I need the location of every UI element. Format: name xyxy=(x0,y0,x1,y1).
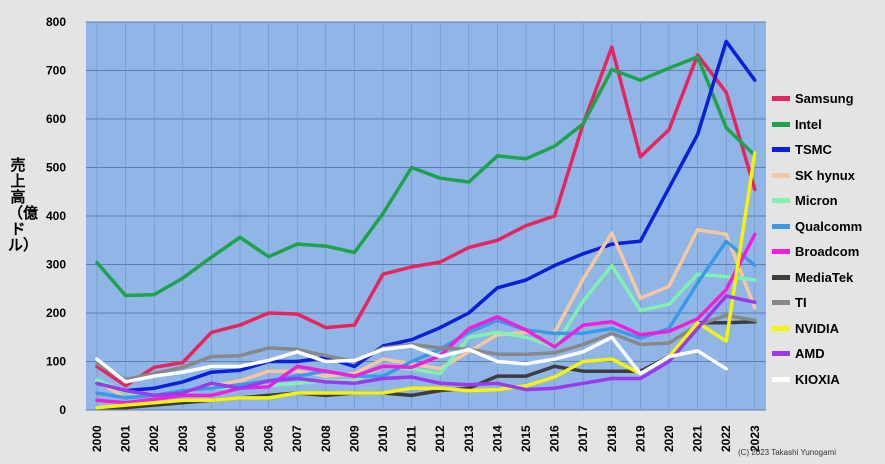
x-tick-label: 2009 xyxy=(347,425,361,452)
legend-label: NVIDIA xyxy=(795,320,840,336)
legend-swatch xyxy=(772,274,790,280)
legend-swatch xyxy=(772,96,790,102)
y-tick-label: 800 xyxy=(46,15,66,29)
legend-label: KIOXIA xyxy=(795,371,840,387)
legend-swatch xyxy=(772,351,790,357)
x-tick-label: 2017 xyxy=(576,425,590,452)
series-line-ti xyxy=(95,313,757,382)
legend-swatch xyxy=(772,172,790,178)
x-tick-label: 2014 xyxy=(490,425,504,452)
credit-text: (C) 2023 Takashi Yunogami xyxy=(738,448,836,457)
x-tick-label: 2018 xyxy=(605,425,619,452)
x-tick-label: 2022 xyxy=(719,425,733,452)
legend-item: SK hynux xyxy=(772,163,862,189)
x-tick-label: 2000 xyxy=(90,425,104,452)
legend: Samsung Intel TSMC SK hynux Micron Qualcomm Br… xyxy=(772,86,862,392)
x-tick-label: 2006 xyxy=(262,425,276,452)
x-tick-label: 2012 xyxy=(433,425,447,452)
x-tick-label: 2008 xyxy=(319,425,333,452)
legend-label: Intel xyxy=(795,116,822,132)
legend-item: MediaTek xyxy=(772,265,862,291)
series-line-amd xyxy=(95,294,757,398)
legend-item: Qualcomm xyxy=(772,214,862,240)
x-tick-label: 2007 xyxy=(290,425,304,452)
legend-swatch xyxy=(772,249,790,255)
y-tick-label: 300 xyxy=(46,258,66,272)
y-tick-label: 0 xyxy=(59,403,66,417)
x-tick-label: 2015 xyxy=(519,425,533,452)
x-tick-label: 2016 xyxy=(548,425,562,452)
legend-swatch xyxy=(772,147,790,153)
legend-label: Qualcomm xyxy=(795,218,863,234)
series-lines xyxy=(95,39,757,410)
series-line-qualcomm xyxy=(95,239,757,400)
y-tick-label: 700 xyxy=(46,64,66,78)
legend-swatch xyxy=(772,300,790,306)
legend-label: SK hynux xyxy=(795,167,855,183)
legend-label: Samsung xyxy=(795,91,854,107)
legend-label: MediaTek xyxy=(795,269,854,285)
series-line-broadcom xyxy=(95,232,757,405)
legend-item: Broadcom xyxy=(772,239,862,265)
legend-item: Samsung xyxy=(772,86,862,112)
x-tick-label: 2019 xyxy=(633,425,647,452)
legend-label: Broadcom xyxy=(795,244,860,260)
x-tick-label: 2013 xyxy=(462,425,476,452)
legend-label: Micron xyxy=(795,193,838,209)
x-tick-label: 2021 xyxy=(691,425,705,452)
x-tick-label: 2020 xyxy=(662,425,676,452)
y-axis-label: 売上高（億ドル） xyxy=(8,157,39,254)
series-line-kioxia xyxy=(95,335,728,384)
x-tick-label: 2002 xyxy=(147,425,161,452)
x-tick-label: 2023 xyxy=(748,425,762,452)
series-line-intel xyxy=(95,55,757,298)
legend-item: TSMC xyxy=(772,137,862,163)
legend-item: Intel xyxy=(772,112,862,138)
y-tick-label: 600 xyxy=(46,112,66,126)
legend-swatch xyxy=(772,376,790,382)
x-tick-label: 2004 xyxy=(204,425,218,452)
x-tick-label: 2011 xyxy=(405,426,419,452)
series-line-samsung xyxy=(95,45,757,388)
legend-swatch xyxy=(772,198,790,204)
legend-item: NVIDIA xyxy=(772,316,862,342)
series-line-tsmc xyxy=(95,39,757,393)
legend-item: AMD xyxy=(772,341,862,367)
x-tick-label: 2001 xyxy=(119,425,133,452)
y-tick-label: 200 xyxy=(46,306,66,320)
x-tick-label: 2003 xyxy=(176,425,190,452)
legend-swatch xyxy=(772,223,790,229)
legend-item: Micron xyxy=(772,188,862,214)
legend-item: KIOXIA xyxy=(772,367,862,393)
legend-label: TSMC xyxy=(795,142,832,158)
legend-label: AMD xyxy=(795,346,825,362)
y-tick-label: 500 xyxy=(46,161,66,175)
y-tick-labels: 0 100 200 300 400 500 600 700 800 xyxy=(46,15,66,417)
legend-item: TI xyxy=(772,290,862,316)
y-tick-label: 100 xyxy=(46,355,66,369)
x-tick-label: 2010 xyxy=(376,425,390,452)
x-tick-label: 2005 xyxy=(233,425,247,452)
y-tick-label: 400 xyxy=(46,209,66,223)
legend-label: TI xyxy=(795,295,807,311)
x-tick-labels: 2000 2001 2002 2003 2004 2005 2006 2007 2008 2009… xyxy=(90,425,762,452)
legend-swatch xyxy=(772,325,790,331)
legend-swatch xyxy=(772,121,790,127)
